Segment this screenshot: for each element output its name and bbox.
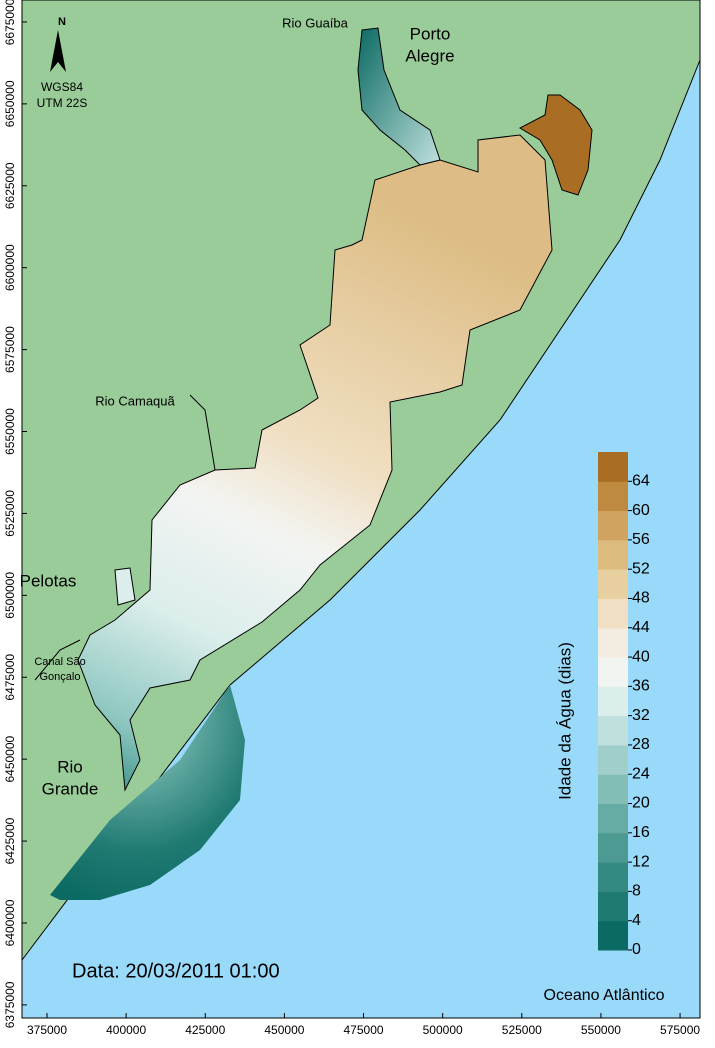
y-tick-label: 6525000	[3, 490, 17, 537]
colorbar-tick-label: 60	[632, 502, 650, 519]
colorbar-tick-label: 40	[632, 648, 650, 665]
colorbar-band	[598, 686, 628, 717]
colorbar-band	[598, 744, 628, 775]
colorbar-tick-label: 44	[632, 619, 650, 636]
canal-line	[34, 639, 81, 681]
x-tick-label: 375000	[27, 1023, 67, 1037]
colorbar-tick-label: 56	[632, 531, 650, 548]
y-tick-label: 6600000	[3, 244, 17, 291]
colorbar-tick-label: 28	[632, 736, 650, 753]
colorbar-band	[598, 510, 628, 541]
map-area	[21, 0, 701, 1019]
y-tick-label: 6675000	[3, 0, 17, 45]
coastal-plume	[50, 685, 245, 900]
x-tick-label: 475000	[344, 1023, 384, 1037]
colorbar-tick-label: 4	[632, 912, 641, 929]
colorbar-tick-label: 12	[632, 853, 650, 870]
colorbar-band	[598, 891, 628, 922]
colorbar-label: Idade da Água (dias)	[555, 642, 574, 800]
colorbar-band	[598, 627, 628, 658]
colorbar-tick-label: 20	[632, 795, 650, 812]
colorbar-tick-label: 36	[632, 678, 650, 695]
colorbar-tick-label: 24	[632, 765, 650, 782]
colorbar-tick-label: 8	[632, 883, 641, 900]
guaiba-river	[357, 27, 441, 166]
north-label: N	[58, 16, 66, 28]
colorbar-tick-label: 52	[632, 560, 650, 577]
y-tick-label: 6400000	[3, 899, 17, 946]
y-tick-label: 6375000	[3, 981, 17, 1028]
y-tick-label: 6575000	[3, 326, 17, 373]
projection: UTM 22S	[37, 96, 88, 110]
place-label: Porto	[410, 24, 451, 43]
x-tick-label: 450000	[264, 1023, 304, 1037]
place-label: Canal São	[34, 656, 85, 668]
x-tick-label: 550000	[581, 1023, 621, 1037]
place-label: Rio	[57, 757, 83, 776]
y-tick-label: 6550000	[3, 408, 17, 455]
colorbar-tick-label: 0	[632, 941, 641, 958]
x-tick-label: 500000	[423, 1023, 463, 1037]
place-label: Grande	[42, 779, 99, 798]
x-tick-label: 425000	[185, 1023, 225, 1037]
y-tick-label: 6450000	[3, 735, 17, 782]
colorbar-band	[598, 539, 628, 570]
place-label: Gonçalo	[40, 671, 81, 683]
x-tick-label: 525000	[502, 1023, 542, 1037]
colorbar-tick-label: 48	[632, 590, 650, 607]
rio-camaqua-line	[189, 394, 216, 471]
colorbar-band	[598, 657, 628, 687]
projection: WGS84	[41, 80, 83, 94]
y-tick-label: 6625000	[3, 162, 17, 209]
colorbar-band	[598, 598, 628, 629]
y-tick-label: 6475000	[3, 654, 17, 701]
colorbar-band	[598, 920, 628, 951]
colorbar-tick-label: 32	[632, 707, 650, 724]
y-tick-label: 6650000	[3, 80, 17, 127]
pond	[114, 567, 136, 606]
place-label: Oceano Atlântico	[544, 987, 665, 1004]
place-label: Rio Guaíba	[282, 15, 349, 30]
colorbar-band	[598, 774, 628, 805]
colorbar-band	[598, 862, 628, 892]
x-tick-label: 400000	[106, 1023, 146, 1037]
colorbar-band	[598, 715, 628, 746]
colorbar-band	[598, 569, 628, 599]
colorbar-tick-label: 64	[632, 473, 650, 490]
colorbar-band	[598, 481, 628, 512]
colorbar-tick-label: 16	[632, 824, 650, 841]
colorbar-band	[598, 803, 628, 834]
frame	[21, 0, 701, 1019]
colorbar-band	[598, 832, 628, 863]
date: Data: 20/03/2011 01:00	[72, 960, 280, 982]
lagoon-northeast	[518, 94, 593, 196]
y-tick-label: 6425000	[3, 817, 17, 864]
place-label: Pelotas	[20, 571, 77, 590]
y-tick-label: 6500000	[3, 572, 17, 619]
place-label: Alegre	[405, 46, 454, 65]
x-tick-label: 575000	[660, 1023, 700, 1037]
north-arrow	[50, 30, 66, 72]
place-label: Rio Camaquã	[95, 393, 175, 408]
colorbar-band	[598, 452, 628, 482]
